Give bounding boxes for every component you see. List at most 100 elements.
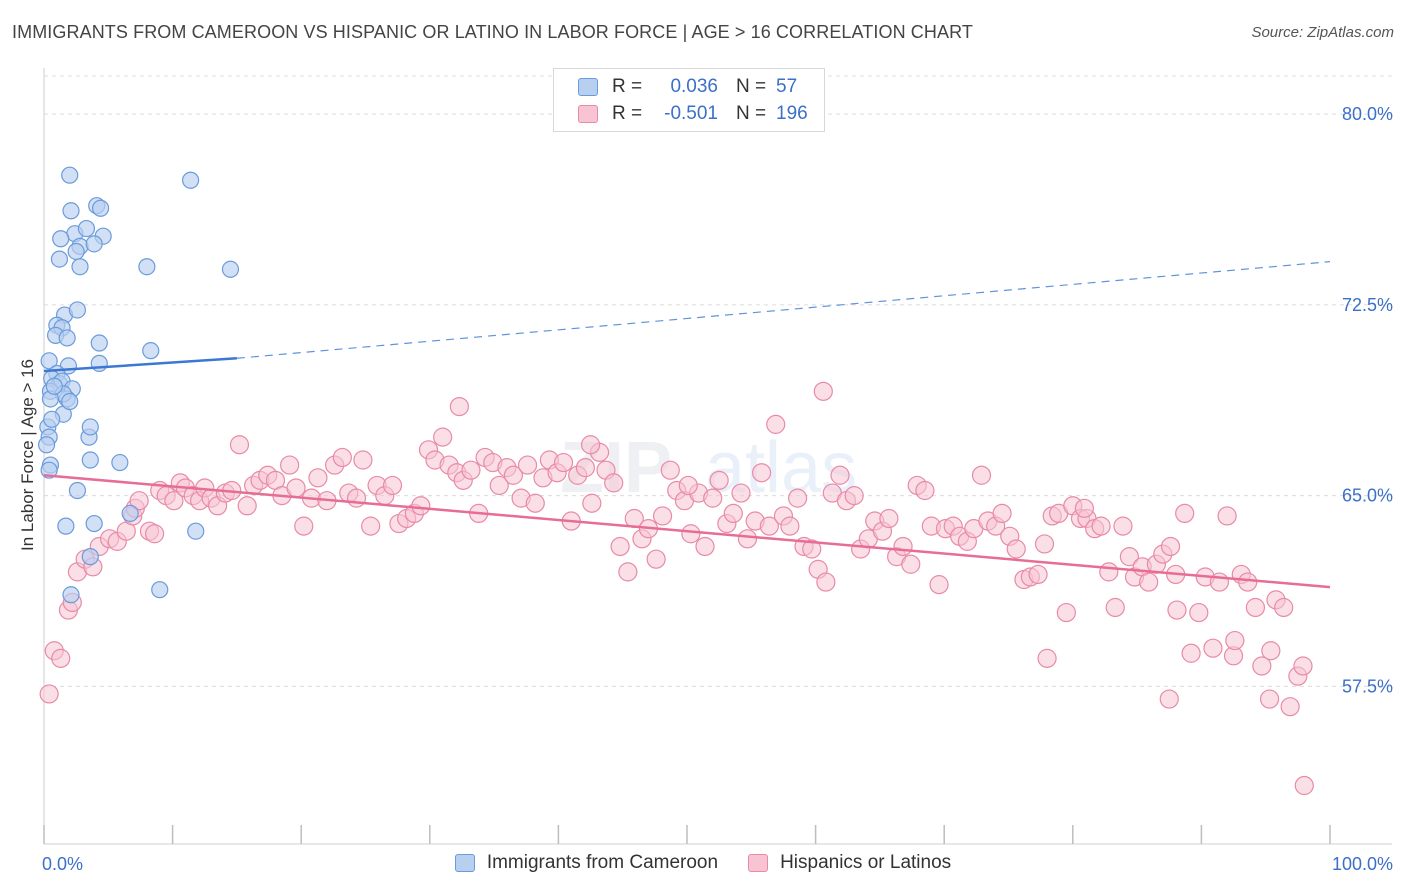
cameroon-point xyxy=(121,504,139,523)
trend-lines xyxy=(43,261,1331,589)
hispanic-point xyxy=(780,516,800,536)
hispanic-point xyxy=(1119,547,1139,567)
hispanic-point xyxy=(901,554,921,574)
hispanic-point xyxy=(709,470,729,490)
cameroon-point xyxy=(45,377,63,395)
hispanic-point xyxy=(766,414,786,434)
cameroon-points xyxy=(37,166,240,604)
hispanic-point xyxy=(929,575,949,595)
legend-r-label: R = xyxy=(612,103,643,124)
bottom-legend-label-hispanic: Hispanics or Latinos xyxy=(780,852,952,873)
hispanic-point xyxy=(286,478,306,498)
cameroon-point xyxy=(68,301,87,319)
axes xyxy=(43,68,1392,845)
chart-title: IMMIGRANTS FROM CAMEROON VS HISPANIC OR … xyxy=(12,22,973,42)
cameroon-point xyxy=(111,453,129,472)
cameroon-point xyxy=(81,548,99,566)
hispanic-point xyxy=(678,475,698,496)
cameroon-point xyxy=(142,342,160,360)
x-tick-max: 100.0% xyxy=(1331,854,1393,874)
hispanic-point xyxy=(751,463,772,483)
cameroon-point xyxy=(61,392,79,411)
bottom-swatch-cameroon xyxy=(454,854,475,872)
hispanic-point xyxy=(489,475,509,496)
hispanic-point xyxy=(237,496,257,516)
legend-r-value: 0.036 xyxy=(670,76,718,97)
hispanic-point xyxy=(332,447,352,468)
hispanic-point xyxy=(525,493,545,513)
bottom-swatch-hispanic xyxy=(748,854,769,872)
bottom-legend-label-cameroon: Immigrants from Cameroon xyxy=(486,852,719,873)
bottom-legend: Immigrants from Cameroon Hispanics or La… xyxy=(0,852,1406,874)
hispanic-point xyxy=(646,549,666,569)
hispanic-point xyxy=(503,465,523,485)
bottom-legend-cameroon: Immigrants from Cameroon xyxy=(454,852,719,874)
hispanic-point xyxy=(433,427,453,447)
hispanic-point xyxy=(1175,503,1195,524)
hispanic-point xyxy=(618,562,638,582)
hispanic-point xyxy=(553,452,574,473)
hispanic-point xyxy=(813,381,833,401)
hispanic-point xyxy=(582,493,602,513)
grid-lines xyxy=(44,75,1392,687)
hispanic-point xyxy=(361,516,381,536)
hispanic-point xyxy=(1238,572,1258,592)
hispanic-point xyxy=(652,506,673,526)
cameroon-point xyxy=(90,334,108,352)
hispanic-point xyxy=(580,435,601,455)
legend-r-label: R = xyxy=(612,76,643,97)
cameroon-point xyxy=(77,219,96,238)
hispanic-point xyxy=(1259,689,1280,709)
cameroon-point xyxy=(81,451,99,469)
legend-n-value: 196 xyxy=(776,103,808,124)
hispanic-point xyxy=(517,455,538,475)
hispanic-point xyxy=(1099,562,1119,582)
y-axis-label: In Labor Force | Age > 16 xyxy=(18,358,37,552)
y-tick-label: 65.0% xyxy=(1342,486,1393,506)
cameroon-point xyxy=(221,260,240,278)
hispanic-point xyxy=(1293,656,1313,676)
legend-swatch-cameroon xyxy=(578,78,598,96)
hispanic-point xyxy=(1167,600,1187,620)
hispanic-point xyxy=(1280,697,1300,717)
hispanic-point xyxy=(1261,641,1281,661)
x-tick-min: 0.0% xyxy=(42,854,84,874)
legend-n-value: 57 xyxy=(776,76,798,97)
hispanic-point xyxy=(844,486,864,506)
hispanic-point xyxy=(411,496,431,516)
hispanic-point xyxy=(737,529,758,549)
hispanic-point xyxy=(575,458,596,478)
hispanic-point xyxy=(1056,602,1076,623)
hispanic-point xyxy=(992,503,1012,524)
cameroon-point xyxy=(81,418,99,436)
cameroon-point xyxy=(187,522,205,540)
hispanic-point xyxy=(353,450,373,470)
source-label: Source: ZipAtlas.com xyxy=(1251,24,1394,41)
hispanic-point xyxy=(830,465,850,485)
cameroon-point xyxy=(138,258,156,276)
legend-row-hispanic: R = -0.501 N = 196 xyxy=(578,101,808,127)
hispanic-point xyxy=(1034,534,1055,554)
hispanic-point xyxy=(731,483,751,503)
hispanic-point xyxy=(610,536,630,557)
hispanic-point xyxy=(893,536,913,557)
hispanic-point xyxy=(1113,516,1133,536)
legend-n-label: N = xyxy=(736,76,767,97)
cameroon-point xyxy=(182,171,200,189)
hispanic-point xyxy=(1139,572,1159,592)
hispanic-point xyxy=(695,536,715,557)
cameroon-point xyxy=(37,436,56,454)
cameroon-point xyxy=(57,517,75,535)
hispanic-point xyxy=(382,475,403,496)
cameroon-trend-extension xyxy=(236,261,1331,359)
hispanic-point xyxy=(1006,539,1026,559)
legend-n-label: N = xyxy=(736,103,767,124)
hispanic-point xyxy=(1037,648,1057,668)
hispanic-point xyxy=(461,460,481,480)
cameroon-point xyxy=(85,235,103,253)
hispanic-point xyxy=(681,524,701,544)
legend: R = 0.036 N = 57 R = -0.501 N = 196 xyxy=(553,68,825,132)
hispanic-point xyxy=(1217,506,1237,526)
y-tick-labels: 57.5% 65.0% 72.5% 80.0% xyxy=(1342,104,1393,696)
cameroon-point xyxy=(52,230,70,248)
